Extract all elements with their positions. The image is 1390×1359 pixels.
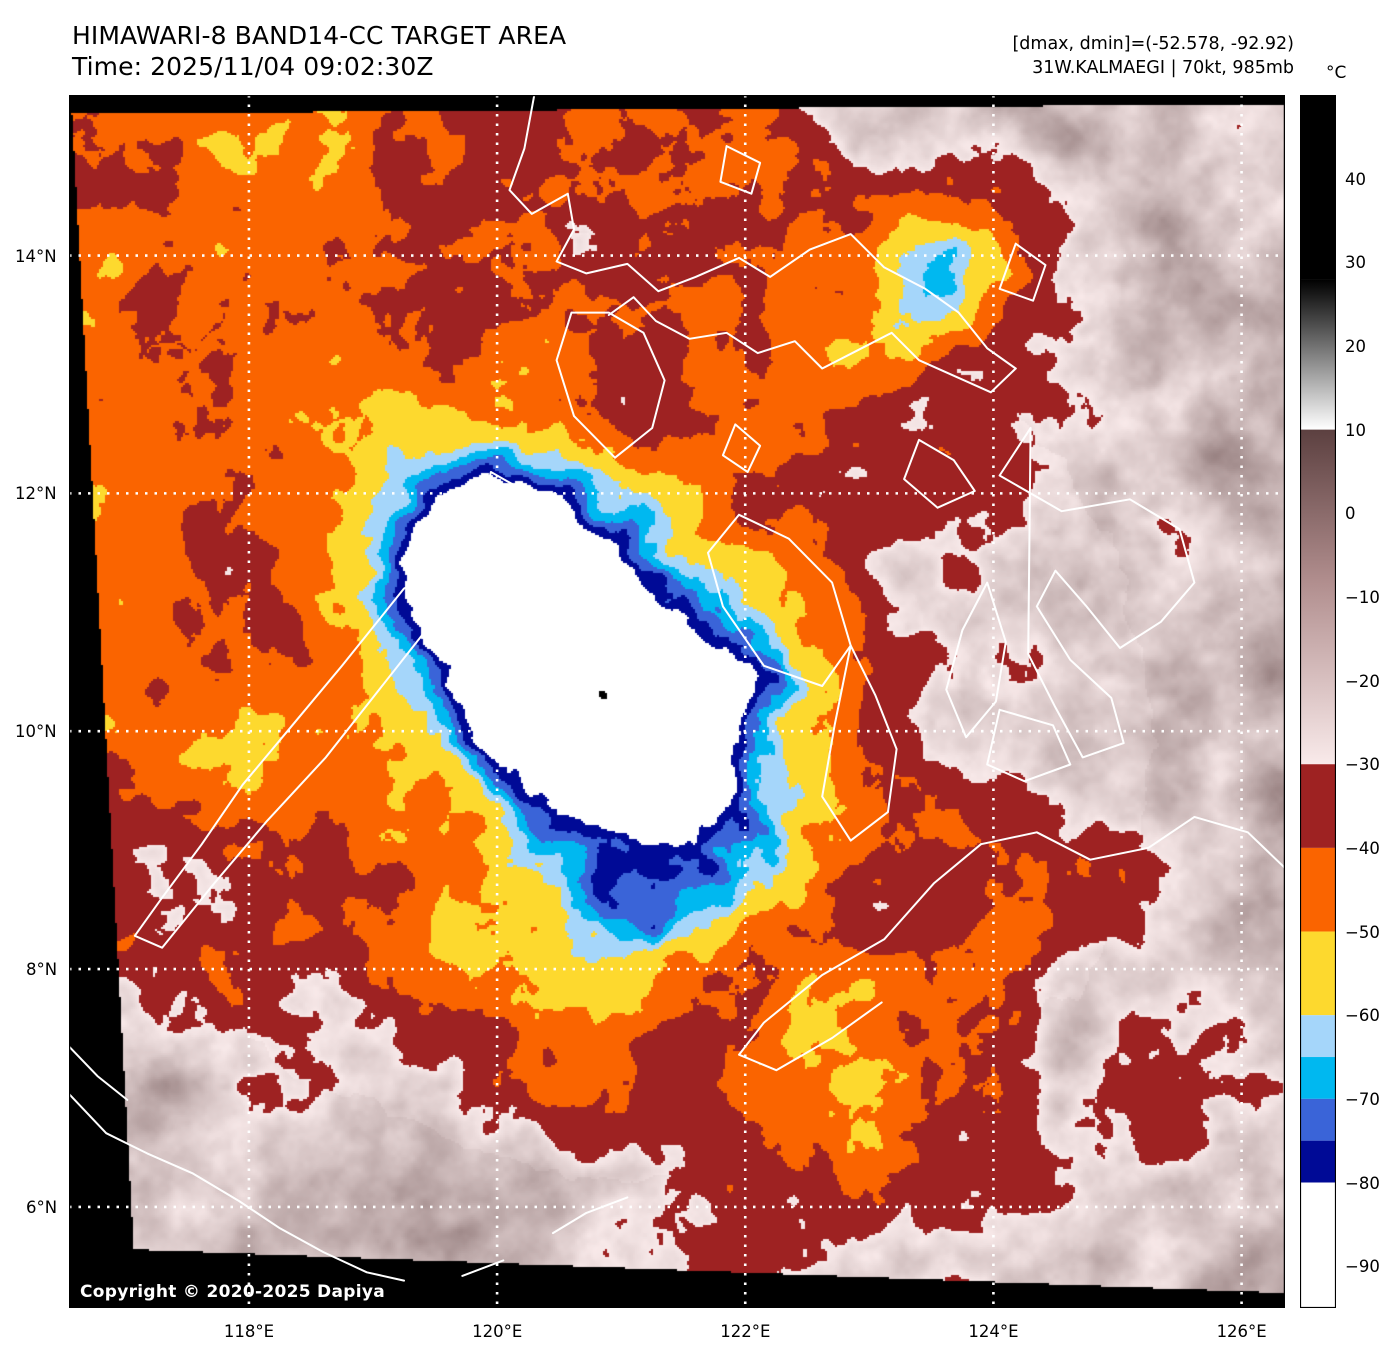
coastline: [69, 1045, 129, 1101]
colorbar-tick-label: −20: [1345, 671, 1380, 691]
dmax-dmin-label: [dmax, dmin]=(-52.578, -92.92): [1012, 34, 1294, 54]
coastline: [903, 438, 976, 509]
coastline: [945, 581, 1007, 739]
page-title: HIMAWARI-8 BAND14-CC TARGET AREA: [72, 21, 567, 50]
colorbar-tick-label: 10: [1345, 420, 1366, 440]
map-frame: [69, 95, 1285, 1308]
colorbar-tick-label: −40: [1345, 838, 1380, 858]
colorbar-tick-label: −90: [1345, 1257, 1380, 1277]
colorbar-unit-label: °C: [1326, 63, 1347, 83]
colorbar-tick-label: 40: [1345, 169, 1366, 189]
colorbar-tick-label: −30: [1345, 755, 1380, 775]
timestamp-label: Time: 2025/11/04 09:02:30Z: [72, 52, 434, 81]
coastline: [555, 311, 666, 459]
coastline: [508, 95, 1017, 370]
y-axis-tick-label: 12°N: [15, 484, 57, 504]
coastline: [69, 1092, 405, 1282]
coastline: [998, 427, 1196, 759]
coastline: [707, 513, 852, 687]
x-axis-tick-label: 118°E: [223, 1322, 275, 1341]
colorbar-tick-label: 0: [1345, 504, 1356, 524]
storm-info-label: 31W.KALMAEGI | 70kt, 985mb: [1032, 58, 1294, 78]
coastline: [721, 423, 762, 473]
colorbar-tick-label: 30: [1345, 253, 1366, 273]
x-axis-tick-label: 126°E: [1216, 1322, 1267, 1341]
coastline: [719, 145, 762, 195]
coastline: [551, 1196, 629, 1235]
y-axis-tick-label: 8°N: [26, 960, 58, 980]
y-axis-tick-label: 6°N: [26, 1197, 58, 1217]
x-axis-tick-label: 124°E: [968, 1322, 1019, 1341]
colorbar-tick-label: −10: [1345, 587, 1380, 607]
coastline: [980, 815, 1285, 869]
satellite-image-panel: [69, 95, 1285, 1308]
coastline: [461, 1259, 505, 1277]
coastline: [986, 708, 1072, 783]
colorbar-tick-label: −60: [1345, 1006, 1380, 1026]
colorbar-tick-label: −80: [1345, 1173, 1380, 1193]
coastline: [481, 471, 526, 528]
y-axis-tick-label: 10°N: [15, 722, 57, 742]
colorbar-tick-label: 20: [1345, 336, 1366, 356]
coastline: [738, 843, 982, 1072]
coastline: [998, 242, 1047, 302]
coastline: [607, 296, 1017, 394]
ir-brightness-temperature-raster: [69, 95, 1285, 1308]
colorbar-tick-label: −70: [1345, 1089, 1380, 1109]
colorbar-tick-label: −50: [1345, 922, 1380, 942]
x-axis-tick-label: 120°E: [472, 1322, 523, 1341]
colorbar: [1300, 95, 1336, 1308]
copyright-label: Copyright © 2020-2025 Dapiya: [80, 1282, 385, 1302]
x-axis-tick-label: 122°E: [720, 1322, 771, 1341]
coastline: [821, 644, 898, 842]
coastline: [133, 569, 443, 949]
satellite-raster: [69, 95, 1285, 1308]
y-axis-tick-label: 14°N: [15, 246, 57, 266]
